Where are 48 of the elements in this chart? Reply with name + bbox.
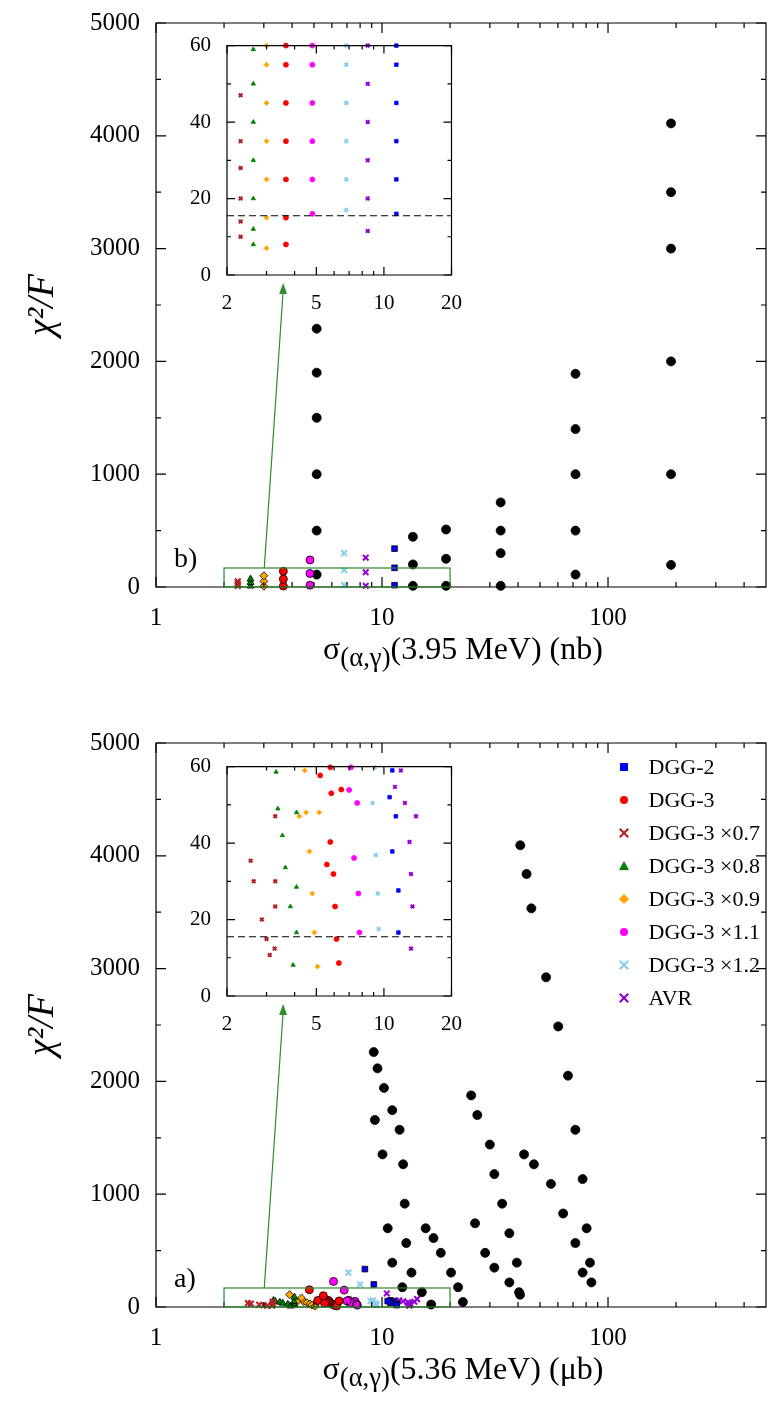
y-tick-label: 40 <box>190 829 211 854</box>
y-tick-label: 60 <box>190 753 211 778</box>
y-tick-label: 5000 <box>90 7 140 35</box>
x-tick-label: 2 <box>221 1011 233 1036</box>
x-tick-label: 100 <box>589 1322 627 1350</box>
x-tick-label: 20 <box>441 290 462 315</box>
x-tick-label: 1 <box>149 602 163 630</box>
y-tick-label: 2000 <box>90 345 140 373</box>
y-tick-label: 4000 <box>90 120 140 148</box>
annotation: a) <box>174 1262 196 1293</box>
x-tick-label: 10 <box>369 1322 395 1350</box>
x-tick-label: 2 <box>221 290 233 315</box>
x-axis-title: σ$_{(α,γ)}$(3.95 MeV) (nb) <box>322 629 604 675</box>
y-tick-label: 0 <box>200 982 211 1007</box>
x-tick-label: 1 <box>149 1322 163 1350</box>
x-tick-label: 10 <box>373 290 395 315</box>
y-tick-label: 0 <box>127 571 140 599</box>
legend-label: DGG-3 ×1.1 <box>648 918 760 946</box>
x-axis-title: σ$_{(α,γ)}$(5.36 MeV) (μb) <box>321 1349 605 1395</box>
x-tick-label: 5 <box>311 1011 322 1036</box>
y-tick-label: 3000 <box>90 233 140 261</box>
y-tick-label: 1000 <box>90 1178 140 1206</box>
y-tick-label: 60 <box>190 32 211 57</box>
legend-label: DGG-3 ×0.9 <box>648 885 760 913</box>
legend-label: DGG-3 ×1.2 <box>648 951 760 979</box>
x-tick-label: 10 <box>373 1011 395 1036</box>
annotation: b) <box>174 542 198 573</box>
legend-label: DGG-2 <box>648 753 715 781</box>
y-tick-label: 0 <box>200 261 211 286</box>
y-tick-label: 1000 <box>90 458 140 486</box>
x-tick-label: 10 <box>369 602 395 630</box>
y-tick-label: 2000 <box>90 1065 140 1093</box>
legend-label: AVR <box>648 984 693 1012</box>
x-tick-label: 5 <box>311 290 322 315</box>
legend-label: DGG-3 ×0.7 <box>648 819 760 847</box>
y-tick-label: 4000 <box>90 840 140 868</box>
y-tick-label: 40 <box>190 108 211 133</box>
y-tick-label: 20 <box>190 906 211 931</box>
y-axis-title: χ²/F <box>18 272 62 341</box>
y-tick-label: 0 <box>127 1291 140 1319</box>
y-axis-title: χ²/F <box>18 992 62 1061</box>
legend-label: DGG-3 ×0.8 <box>648 852 760 880</box>
y-tick-label: 5000 <box>90 727 140 755</box>
y-tick-label: 20 <box>190 185 211 210</box>
legend-label: DGG-3 <box>648 786 715 814</box>
y-tick-label: 3000 <box>90 953 140 981</box>
x-tick-label: 100 <box>589 602 627 630</box>
x-tick-label: 20 <box>441 1011 462 1036</box>
